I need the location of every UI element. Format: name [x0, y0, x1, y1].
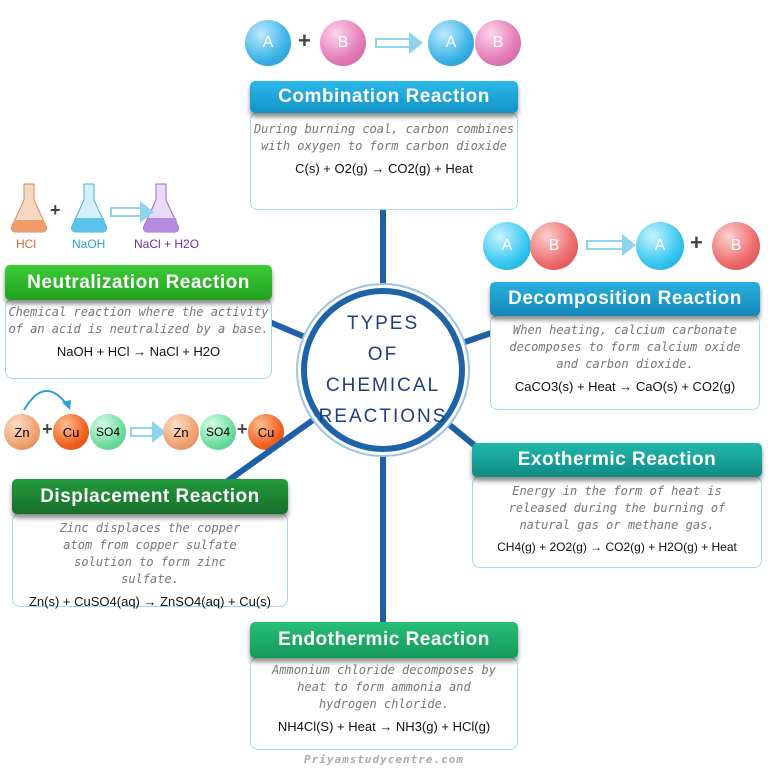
- atom-a: A: [428, 20, 474, 66]
- arrow-icon: [110, 201, 154, 223]
- displacement-equation: Zn(s) + CuSO4(aq) → ZnSO4(aq) + Cu(s): [28, 594, 271, 609]
- neutralization-description: Chemical reaction where the activity of …: [8, 305, 269, 336]
- decomposition-card: When heating, calcium carbonate decompos…: [490, 315, 760, 410]
- combination-card: During burning coal, carbon combines wit…: [250, 112, 518, 210]
- displacement-card: Zinc displaces the copper atom from copp…: [12, 513, 288, 609]
- atom-so4: SO4: [200, 414, 236, 450]
- endothermic-description: Ammonium chloride decomposes by heat to …: [272, 663, 496, 711]
- decomposition-description: When heating, calcium carbonate decompos…: [509, 323, 741, 371]
- plus-sign: +: [690, 230, 703, 255]
- atom-zn: Zn: [4, 414, 40, 450]
- flask-label: HCl: [16, 237, 36, 251]
- curved-arrow-icon: [23, 389, 71, 411]
- flask-label: NaOH: [72, 237, 106, 251]
- center-title-line: OF: [367, 344, 399, 365]
- neutralization-title: Neutralization Reaction: [5, 265, 272, 300]
- atom-a: A: [636, 222, 684, 270]
- displacement-title: Displacement Reaction: [12, 479, 288, 514]
- exothermic-title: Exothermic Reaction: [472, 443, 762, 477]
- atom-b: B: [530, 222, 578, 270]
- endothermic-title: Endothermic Reaction: [250, 622, 518, 658]
- neutralization-card: Chemical reaction where the activity of …: [5, 299, 272, 379]
- center-circle: TYPES OF CHEMICAL REACTIONS: [301, 288, 465, 452]
- endothermic-equation: NH4Cl(S) + Heat → NH3(g) + HCl(g): [277, 719, 491, 734]
- atom-cu: Cu: [53, 414, 89, 450]
- center-title-line: TYPES: [346, 313, 420, 334]
- watermark: Priyamstudycentre.com: [303, 753, 465, 766]
- neutralization-equation: NaOH + HCl → NaCl + H2O: [56, 344, 221, 359]
- atom-so4: SO4: [90, 414, 126, 450]
- atom-zn: Zn: [163, 414, 199, 450]
- combination-title: Combination Reaction: [250, 81, 518, 113]
- combination-equation: C(s) + O2(g) → CO2(g) + Heat: [295, 161, 473, 176]
- atom-a: A: [483, 222, 531, 270]
- plus-sign: +: [50, 200, 61, 220]
- atom-a: A: [245, 20, 291, 66]
- exothermic-equation: CH4(g) + 2O2(g) → CO2(g) + H2O(g) + Heat: [497, 540, 737, 554]
- flask-label: NaCl + H2O: [134, 237, 200, 251]
- arrow-icon: [586, 234, 636, 256]
- arrow-icon: [130, 421, 166, 443]
- center-title-line: CHEMICAL: [325, 375, 441, 396]
- combination-description: During burning coal, carbon combines wit…: [253, 122, 515, 153]
- atom-b: B: [712, 222, 760, 270]
- decomposition-equation: CaCO3(s) + Heat → CaO(s) + CO2(g): [514, 379, 736, 394]
- endothermic-card: Ammonium chloride decomposes by heat to …: [250, 657, 518, 750]
- atom-b: B: [475, 20, 521, 66]
- plus-sign: +: [298, 28, 311, 53]
- exothermic-description: Energy in the form of heat is released d…: [508, 484, 726, 532]
- displacement-description: Zinc displaces the copper atom from copp…: [59, 521, 241, 586]
- atom-b: B: [320, 20, 366, 66]
- exothermic-card: Energy in the form of heat is released d…: [472, 476, 762, 568]
- plus-sign: +: [237, 419, 248, 439]
- plus-sign: +: [42, 419, 53, 439]
- center-title-line: REACTIONS: [318, 406, 448, 427]
- decomposition-title: Decomposition Reaction: [490, 282, 760, 316]
- arrow-icon: [375, 32, 423, 54]
